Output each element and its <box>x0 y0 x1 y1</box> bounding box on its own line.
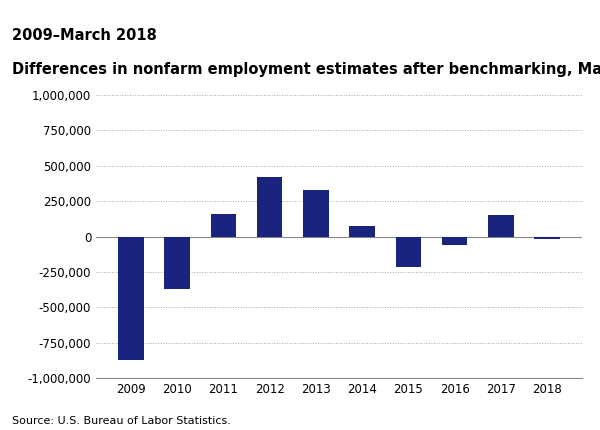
Bar <box>164 237 190 289</box>
Bar <box>257 177 283 237</box>
Bar <box>535 237 560 240</box>
Text: Differences in nonfarm employment estimates after benchmarking, March: Differences in nonfarm employment estima… <box>12 62 600 77</box>
Bar <box>442 237 467 245</box>
Bar <box>303 190 329 236</box>
Bar <box>395 237 421 267</box>
Bar <box>349 226 375 236</box>
Text: 2009–March 2018: 2009–March 2018 <box>12 28 157 43</box>
Bar <box>118 237 143 360</box>
Text: Source: U.S. Bureau of Labor Statistics.: Source: U.S. Bureau of Labor Statistics. <box>12 416 231 426</box>
Bar <box>211 214 236 237</box>
Bar <box>488 215 514 237</box>
